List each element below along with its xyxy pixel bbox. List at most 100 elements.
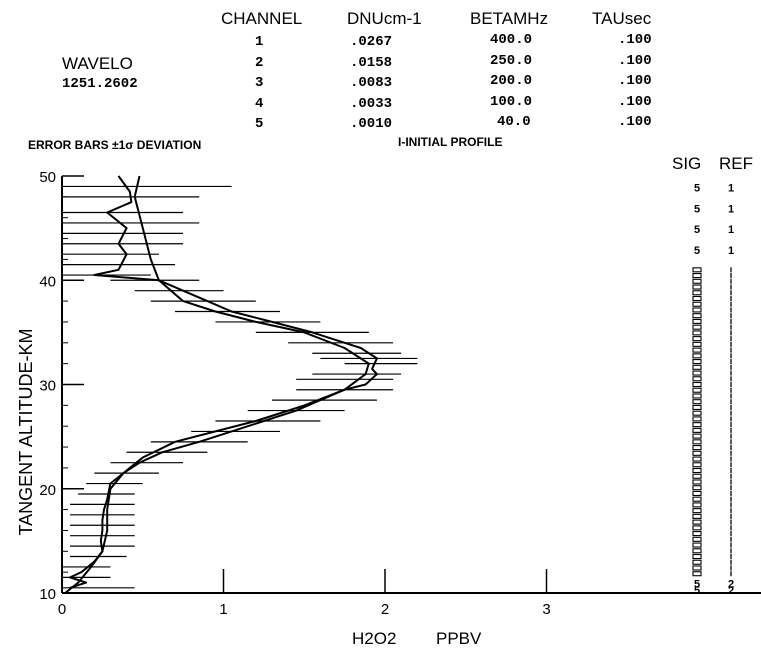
- sig-marker: [692, 508, 702, 514]
- x-tick-label: 2: [381, 601, 389, 618]
- x-axis-unit: PPBV: [436, 629, 482, 648]
- sig-value: 5: [694, 585, 700, 597]
- sig-marker: [692, 376, 702, 382]
- sig-value: 5: [694, 224, 700, 236]
- sig-marker: [692, 295, 702, 302]
- sig-marker: [692, 318, 702, 324]
- sig-marker: [692, 307, 702, 313]
- sig-marker: [692, 531, 702, 537]
- col-header-dnu: DNUcm-1: [347, 9, 422, 28]
- sig-marker: [692, 519, 702, 525]
- y-tick-label: 20: [39, 482, 56, 499]
- sig-value: 5: [694, 182, 700, 194]
- profile-line-initial: [64, 175, 370, 594]
- y-tick-label: 10: [39, 586, 56, 603]
- sig-marker: [692, 364, 702, 370]
- ref-value: 1: [728, 245, 734, 257]
- sig-marker: [692, 548, 702, 554]
- sig-marker: [692, 456, 702, 462]
- sig-marker: [692, 553, 702, 560]
- ref-value: 1: [728, 182, 734, 194]
- sig-marker: [692, 404, 702, 410]
- table-cell: .0267: [350, 34, 393, 50]
- table-cell: .0033: [350, 96, 393, 112]
- table-cell: .0083: [350, 75, 393, 91]
- sig-marker: [692, 393, 702, 399]
- table-cell: .0158: [350, 55, 393, 71]
- col-header-beta: BETAMHz: [470, 9, 549, 28]
- sig-marker: [692, 496, 702, 502]
- col-header-channel: CHANNEL: [221, 9, 303, 28]
- table-cell: 250.0: [490, 53, 533, 69]
- sig-marker: [692, 353, 702, 359]
- y-tick-label: 50: [39, 169, 56, 186]
- x-axis-label: H2O2: [352, 629, 397, 648]
- sig-label: SIG: [672, 154, 702, 173]
- sig-marker: [692, 359, 702, 365]
- sig-marker: [692, 462, 702, 468]
- y-tick-label: 40: [39, 273, 56, 290]
- ref-value: 2: [728, 585, 734, 597]
- table-cell: .100: [618, 53, 652, 69]
- table-cell: 200.0: [490, 73, 533, 89]
- sig-marker: [692, 313, 702, 319]
- x-tick-label: 0: [58, 601, 66, 618]
- sig-value: 5: [694, 579, 700, 591]
- sig-marker: [692, 370, 702, 376]
- sig-marker: [692, 347, 702, 353]
- table-cell: .100: [618, 94, 652, 110]
- sig-marker: [692, 565, 702, 571]
- table-cell: 2: [255, 55, 264, 71]
- sig-marker: [692, 273, 702, 279]
- sig-marker: [692, 502, 702, 508]
- sig-marker: [692, 341, 702, 347]
- sig-marker: [692, 278, 702, 284]
- sig-marker: [692, 445, 702, 451]
- x-tick-label: 1: [219, 601, 227, 618]
- table-cell: 3: [255, 75, 264, 91]
- sig-marker: [692, 450, 702, 456]
- sig-marker: [692, 267, 702, 273]
- sig-value: 5: [694, 245, 700, 257]
- sig-marker: [692, 301, 702, 307]
- sig-marker: [692, 559, 702, 565]
- sig-marker: [692, 473, 702, 479]
- col-header-tau: TAUsec: [592, 9, 652, 28]
- sig-value: 5: [694, 203, 700, 215]
- sig-marker: [692, 427, 702, 433]
- sig-marker: [692, 479, 702, 485]
- sig-marker: [692, 485, 702, 491]
- ref-value: 1: [728, 224, 734, 236]
- sig-marker: [692, 387, 702, 393]
- sig-marker: [692, 536, 702, 542]
- table-cell: 5: [255, 116, 264, 132]
- sig-marker: [692, 542, 702, 548]
- sig-marker: [692, 525, 702, 531]
- x-tick-label: 3: [542, 601, 550, 618]
- sig-marker: [692, 513, 702, 519]
- sig-marker: [692, 290, 702, 296]
- sig-marker: [692, 467, 702, 474]
- y-tick-label: 30: [39, 378, 56, 395]
- sig-marker: [692, 330, 702, 336]
- sig-marker: [692, 490, 702, 496]
- sig-marker: [692, 381, 702, 388]
- sig-marker: [692, 571, 702, 577]
- table-cell: .0010: [350, 116, 393, 132]
- ref-value: 2: [728, 579, 734, 591]
- profile-line-retrieved: [69, 175, 378, 589]
- table-cell: 400.0: [490, 32, 533, 48]
- sig-marker: [692, 336, 702, 342]
- sig-marker: [692, 410, 702, 416]
- wave-value: 1251.2602: [62, 76, 138, 92]
- table-cell: 4: [255, 96, 264, 112]
- sig-marker: [692, 433, 702, 439]
- sig-marker: [692, 284, 702, 290]
- table-cell: .100: [618, 73, 652, 89]
- table-cell: 100.0: [490, 94, 533, 110]
- table-cell: .100: [618, 32, 652, 48]
- wave-label: WAVELO: [62, 54, 133, 73]
- ref-label: REF: [719, 154, 753, 173]
- table-cell: .100: [618, 114, 652, 130]
